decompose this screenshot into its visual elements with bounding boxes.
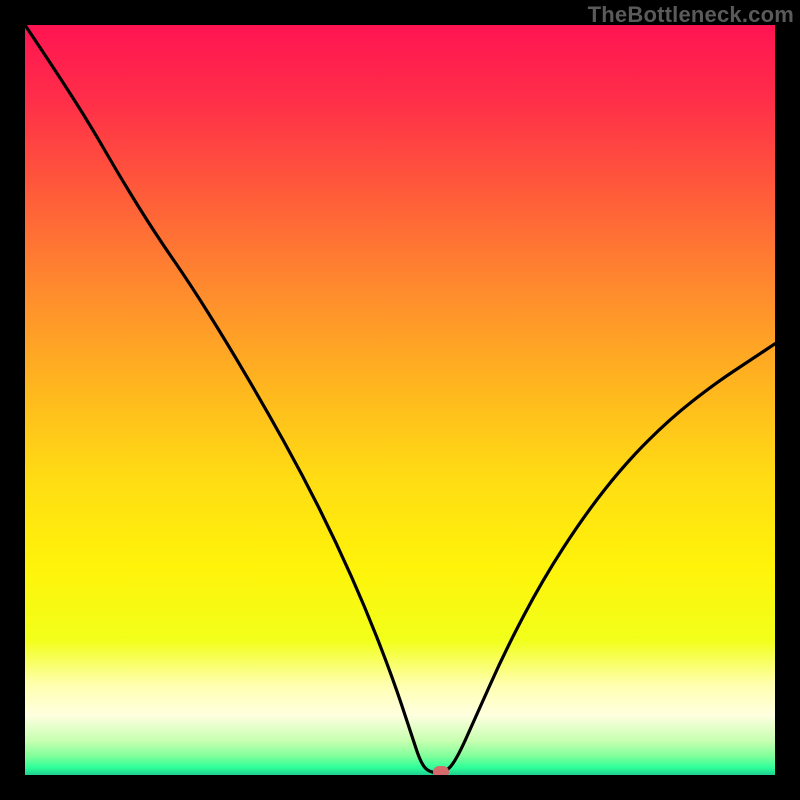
curve-path (25, 25, 775, 773)
canvas: TheBottleneck.com (0, 0, 800, 800)
optimal-point-marker (433, 766, 449, 775)
watermark-text: TheBottleneck.com (588, 2, 794, 28)
bottleneck-curve (25, 25, 775, 775)
plot-area (25, 25, 775, 775)
